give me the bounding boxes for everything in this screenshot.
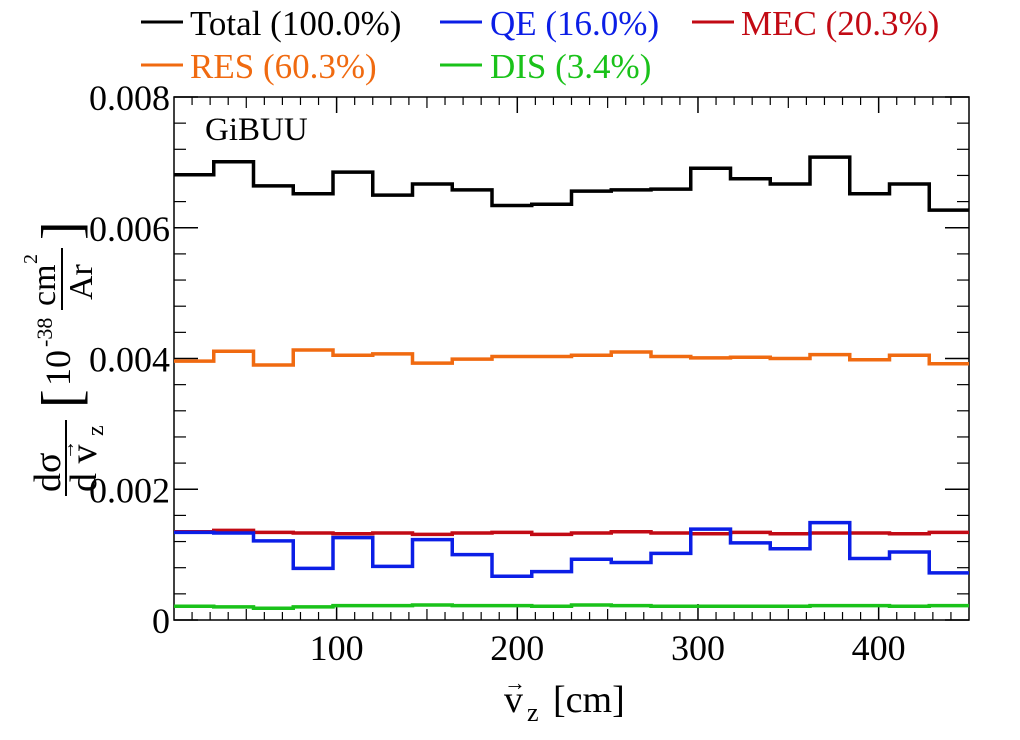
series-line-total xyxy=(174,155,969,212)
series-line-res xyxy=(174,348,969,367)
y-tick-label: 0.008 xyxy=(89,78,170,118)
x-tick-label: 100 xyxy=(310,628,364,668)
series-group xyxy=(174,155,969,610)
y-axis-label: dσ d v → z [ 10 -38 cm 2 Ar ] xyxy=(20,221,109,496)
x-axis-label-main: v xyxy=(504,679,523,721)
tick-labels: 100 200 300 400 0 0.002 0.004 0.006 0.008 xyxy=(89,78,906,668)
x-tick-label: 200 xyxy=(490,628,544,668)
y-tick-label: 0.004 xyxy=(89,340,170,380)
y-axis-label-denominator-arrow: → xyxy=(57,440,79,460)
y-axis-label-unit-prefix: 10 xyxy=(38,350,78,386)
y-axis-label-unit-exp: -38 xyxy=(32,318,57,347)
y-tick-label: 0.006 xyxy=(89,209,170,249)
legend-label-mec: MEC (20.3%) xyxy=(741,4,939,43)
legend-label-total: Total (100.0%) xyxy=(190,4,401,43)
legend-label-qe: QE (16.0%) xyxy=(490,4,659,43)
y-axis-label-numerator: dσ xyxy=(27,453,69,492)
y-axis-label-unit-main: cm xyxy=(26,264,63,306)
x-axis-label-arrow: → xyxy=(504,670,526,695)
y-axis-label-unit-main-exp: 2 xyxy=(20,254,42,264)
x-axis-label-sub: z xyxy=(527,698,539,727)
y-axis-label-unit-den: Ar xyxy=(63,263,100,300)
y-tick-label: 0.002 xyxy=(89,470,170,510)
x-tick-label: 300 xyxy=(671,628,725,668)
series-line-qe xyxy=(174,520,969,578)
y-axis-label-bracket-close: ] xyxy=(31,221,93,240)
y-axis-label-denominator: d v xyxy=(63,445,105,493)
x-axis-label: v → z [cm] xyxy=(504,670,625,727)
y-tick-label: 0 xyxy=(152,601,170,641)
y-axis-label-bracket-open: [ xyxy=(31,389,93,408)
legend-label-dis: DIS (3.4%) xyxy=(490,47,651,86)
legend-label-res: RES (60.3%) xyxy=(190,47,377,86)
legend: Total (100.0%) QE (16.0%) MEC (20.3%) RE… xyxy=(141,4,939,86)
x-tick-label: 400 xyxy=(852,628,906,668)
x-axis-label-unit: [cm] xyxy=(553,679,625,721)
generator-label: GiBUU xyxy=(205,112,308,148)
y-axis-label-denominator-sub: z xyxy=(83,425,109,436)
series-line-dis xyxy=(174,603,969,610)
